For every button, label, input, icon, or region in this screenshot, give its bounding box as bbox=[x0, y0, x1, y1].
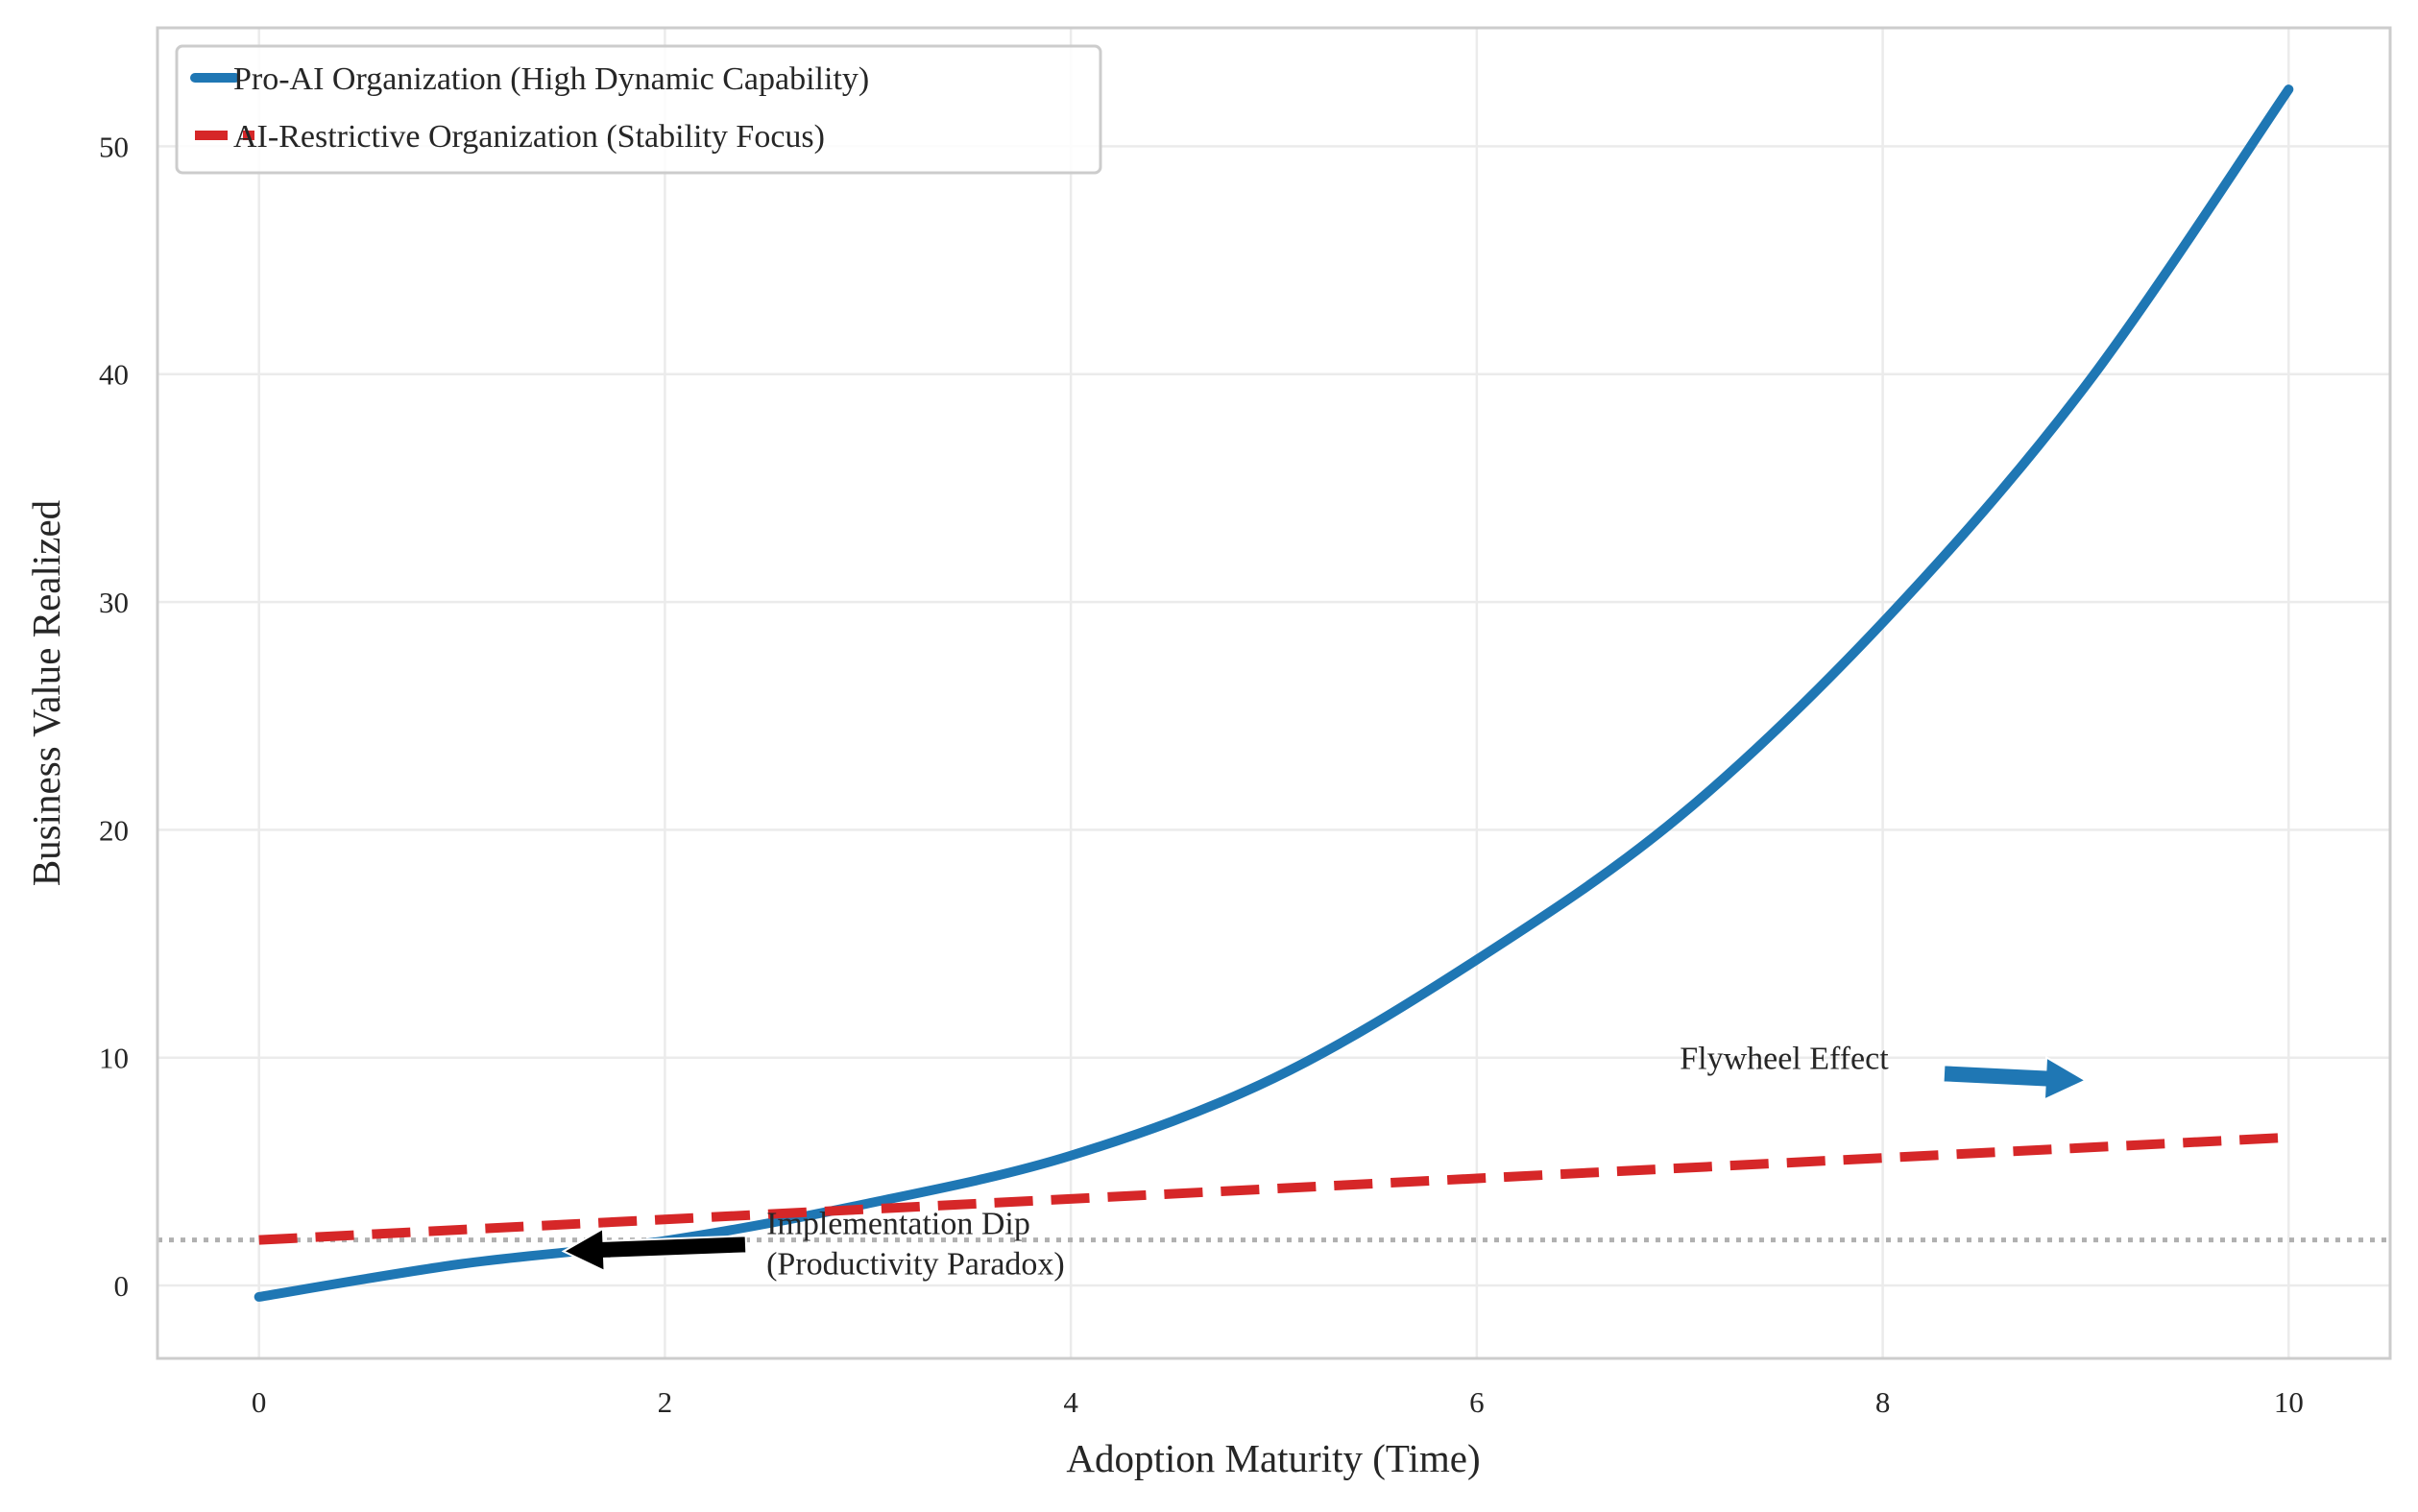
ticks: 0 2 4 6 8 10 0 10 20 30 40 50 bbox=[99, 130, 2304, 1419]
y-tick-label: 40 bbox=[99, 358, 129, 392]
annotation-implementation-dip: (Productivity Paradox) bbox=[766, 1247, 1065, 1283]
y-tick-label: 30 bbox=[99, 586, 129, 619]
annotations: Implementation Dip (Productivity Paradox)… bbox=[561, 1042, 2089, 1283]
axes-frame bbox=[156, 26, 2392, 1360]
y-tick-label: 10 bbox=[99, 1042, 129, 1075]
y-tick-label: 50 bbox=[99, 130, 129, 163]
grid bbox=[157, 28, 2390, 1358]
x-tick-label: 8 bbox=[1875, 1385, 1891, 1419]
x-tick-label: 2 bbox=[658, 1385, 673, 1419]
x-tick-label: 0 bbox=[252, 1385, 267, 1419]
legend-label-pro-ai: Pro-AI Organization (High Dynamic Capabi… bbox=[233, 61, 869, 97]
x-tick-label: 4 bbox=[1063, 1385, 1078, 1419]
legend-label-ai-restrictive: AI-Restrictive Organization (Stability F… bbox=[233, 119, 825, 155]
annotation-flywheel-effect: Flywheel Effect bbox=[1680, 1042, 1889, 1077]
series-group bbox=[254, 84, 2294, 1302]
x-tick-label: 6 bbox=[1469, 1385, 1485, 1419]
arrow-flywheel-effect bbox=[1942, 1055, 2089, 1102]
series-line-ai-restrictive bbox=[258, 1132, 2289, 1245]
legend: Pro-AI Organization (High Dynamic Capabi… bbox=[175, 44, 1102, 175]
y-tick-label: 0 bbox=[114, 1269, 130, 1303]
x-axis-label: Adoption Maturity (Time) bbox=[1066, 1436, 1480, 1480]
series-line-pro-ai bbox=[254, 84, 2294, 1302]
x-tick-label: 10 bbox=[2274, 1385, 2304, 1419]
y-tick-label: 20 bbox=[99, 813, 129, 847]
arrow-implementation-dip bbox=[561, 1227, 748, 1273]
legend-box bbox=[175, 44, 1102, 175]
y-axis-label: Business Value Realized bbox=[24, 500, 68, 886]
annotation-implementation-dip: Implementation Dip bbox=[766, 1207, 1030, 1242]
